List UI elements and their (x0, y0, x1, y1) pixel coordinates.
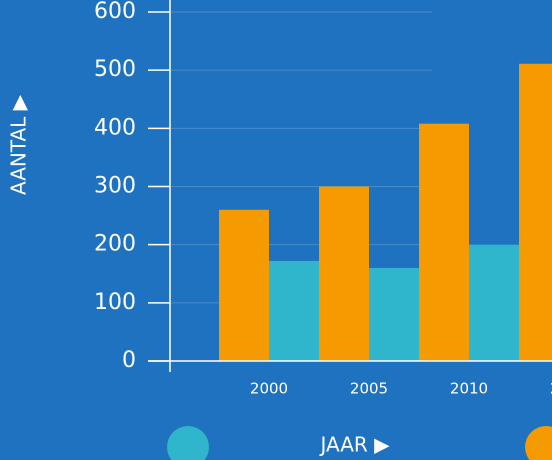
x-tick-label: 2010 (450, 380, 488, 398)
bar (519, 63, 552, 361)
y-tick-label: 200 (94, 232, 136, 257)
bar (269, 260, 319, 361)
bar (219, 209, 269, 361)
y-tick-label: 400 (94, 115, 136, 140)
legend-swatch (525, 426, 552, 460)
x-axis-label: JAAR ▶ (318, 433, 390, 457)
bar (369, 267, 419, 361)
bar (319, 186, 369, 361)
bar (419, 123, 469, 362)
y-tick-label: 0 (122, 348, 136, 373)
x-tick-label: 2015 (550, 380, 552, 398)
legend-swatch (167, 426, 209, 460)
bar (469, 244, 519, 361)
y-tick-label: 100 (94, 290, 136, 315)
x-tick-label: 2005 (350, 380, 388, 398)
y-axis-label: AANTAL ▶ (7, 94, 31, 195)
y-tick-label: 300 (94, 174, 136, 199)
x-tick-label: 2000 (250, 380, 288, 398)
y-tick-label: 500 (94, 57, 136, 82)
y-tick-label: 600 (94, 0, 136, 24)
